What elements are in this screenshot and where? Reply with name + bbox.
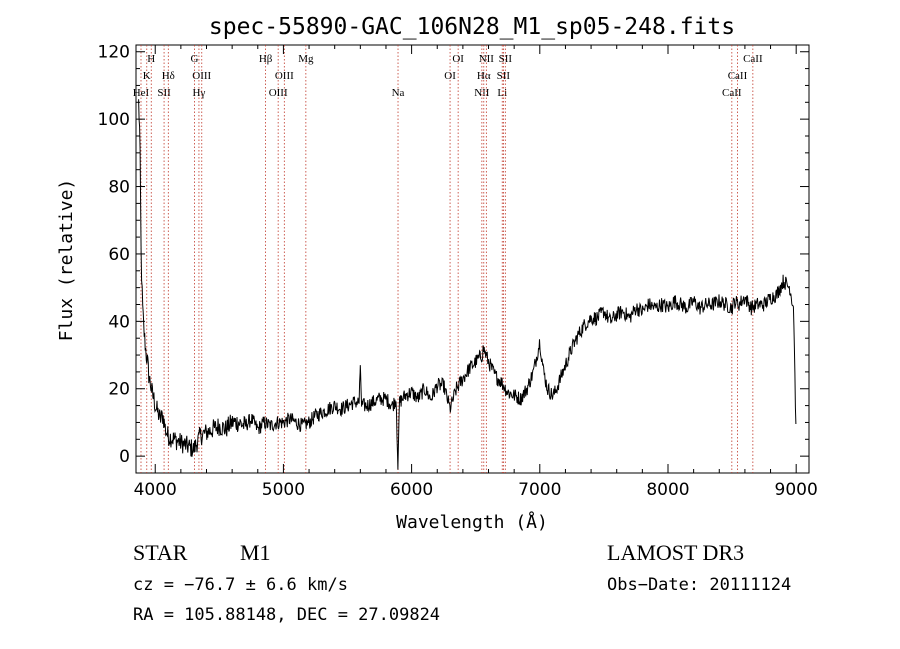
redshift-velocity: cz = −76.7 ± 6.6 km/s: [133, 575, 348, 595]
y-tick-label: 60: [108, 245, 130, 265]
line-marker-label: Hβ: [259, 53, 273, 65]
line-marker-label: CaII: [722, 87, 742, 99]
series-layer: [138, 99, 797, 470]
object-class: STAR: [133, 540, 188, 565]
axis-ticks: 4000 5000 6000 7000 8000 9000 0 20 40 60 80 100 120: [98, 43, 818, 500]
x-tick-label: 4000: [134, 480, 177, 500]
y-tick-label: 0: [119, 447, 130, 467]
line-marker-label: H: [147, 53, 155, 65]
y-tick-label: 100: [98, 110, 130, 130]
x-tick-label: 5000: [262, 480, 305, 500]
line-marker-label: SII: [157, 87, 171, 99]
line-marker-label: OIII: [192, 70, 211, 82]
observation-date: Obs−Date: 20111124: [607, 575, 791, 595]
x-axis-label: Wavelength (Å): [396, 511, 548, 533]
line-marker-label: CaII: [743, 53, 763, 65]
line-marker-label: Li: [497, 87, 507, 99]
x-tick-label: 6000: [390, 480, 433, 500]
line-marker-label: Hδ: [162, 70, 175, 82]
line-markers: HeIKHSIIHδGHγOIIIHβOIIIOIIIMgNaOIOINIIHα…: [133, 45, 763, 473]
line-marker-label: HeI: [133, 87, 150, 99]
y-axis-label: Flux (relative): [56, 179, 77, 342]
y-tick-label: 40: [108, 312, 130, 332]
x-tick-label: 8000: [646, 480, 689, 500]
x-tick-label: 7000: [518, 480, 561, 500]
chart-title: spec-55890-GAC_106N28_M1_sp05-248.fits: [209, 14, 735, 40]
y-tick-label: 80: [108, 178, 130, 198]
line-marker-label: Na: [392, 87, 405, 99]
line-marker-label: OIII: [275, 70, 294, 82]
coordinates: RA = 105.88148, DEC = 27.09824: [133, 605, 440, 625]
line-marker-label: G: [190, 53, 198, 65]
plot-frame: [135, 44, 810, 474]
object-subclass: M1: [240, 540, 271, 565]
line-marker-label: CaII: [728, 70, 748, 82]
line-marker-label: Mg: [298, 53, 314, 65]
line-marker-label: SII: [497, 70, 511, 82]
survey-name: LAMOST DR3: [607, 540, 744, 565]
line-marker-label: OI: [452, 53, 464, 65]
x-tick-label: 9000: [775, 480, 818, 500]
line-marker-label: K: [143, 70, 151, 82]
line-marker-label: OIII: [269, 87, 288, 99]
spectrum-line: [138, 99, 797, 470]
line-marker-label: NII: [479, 53, 495, 65]
line-marker-label: Hα: [477, 70, 491, 82]
y-tick-label: 120: [98, 43, 130, 63]
line-marker-label: Hγ: [193, 87, 206, 99]
line-marker-label: SII: [499, 53, 513, 65]
line-marker-label: NII: [474, 87, 490, 99]
y-tick-label: 20: [108, 380, 130, 400]
line-marker-label: OI: [444, 70, 456, 82]
